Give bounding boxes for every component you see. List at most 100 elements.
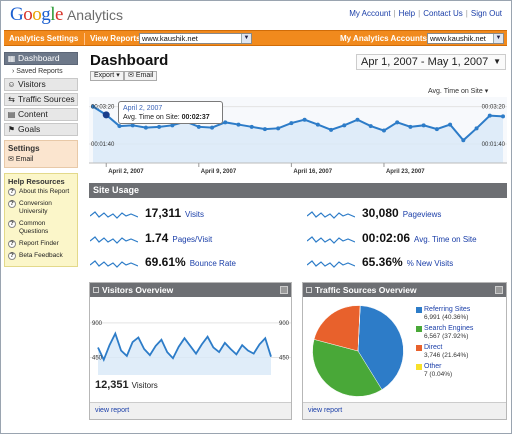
panel-header: Visitors Overview [90,283,291,297]
accounts-label: My Analytics Accounts: [340,34,430,43]
tooltip-value: 00:02:37 [181,114,210,121]
stat-label[interactable]: Pages/Visit [172,235,213,244]
chart-point [421,123,426,128]
chart-point [223,120,228,125]
chart-point [143,125,148,130]
contact-us-link[interactable]: Contact Us [423,9,463,18]
grid-icon: ▦ [7,54,16,63]
saved-reports-link[interactable]: › Saved Reports [12,68,63,75]
logo-product: Analytics [66,7,123,23]
chart-point [355,117,360,122]
question-icon: ? [8,252,16,260]
pie-slice [357,305,361,352]
email-button[interactable]: ✉ Email [124,71,158,81]
main-line-chart[interactable]: 00:03:20 00:03:20 00:01:40 00:01:40 April 2,… [89,97,507,176]
chart-point [381,128,386,133]
sidebar-item-content[interactable]: ▤ Content [4,108,78,121]
help-item-conversion-university[interactable]: ? Conversion University [8,200,74,216]
y-tick-label: 00:03:20 [91,105,115,111]
view-reports-select[interactable]: www.kaushik.net ▼ [139,33,252,44]
view-reports-label: View Reports: [90,34,144,43]
chart-point [408,124,413,129]
site-usage-header: Site Usage [89,183,507,198]
chart-point [448,122,453,127]
drag-handle-icon[interactable] [306,287,312,293]
pie-slice [312,339,383,397]
stat-label[interactable]: % New Visits [406,259,454,268]
chart-point [249,124,254,129]
pie-slice [357,305,404,390]
accounts-select[interactable]: www.kaushik.net ▼ [427,33,504,44]
help-item-beta-feedback[interactable]: ? Beta Feedback [8,252,74,260]
stat-label[interactable]: Visits [185,210,205,219]
pie-slice [313,305,361,352]
close-icon[interactable] [495,286,503,294]
legend-item[interactable]: Direct 3,746 (21.64%) [416,344,473,360]
y-tick-label: 00:01:40 [482,142,506,148]
question-icon: ? [8,200,16,208]
chart-point [342,123,347,128]
export-button[interactable]: Export ▾ [90,71,124,81]
chart-tooltip: April 2, 2007 Avg. Time on Site: 00:02:3… [118,101,223,124]
analytics-settings-link[interactable]: Analytics Settings [9,34,79,43]
legend-swatch [416,326,422,332]
visitors-line-chart[interactable]: 900 900 450 450 [90,315,291,375]
sidebar-item-goals[interactable]: ⚑ Goals [4,123,78,136]
y-tick-label: 900 [92,321,103,327]
help-item-common-questions[interactable]: ? Common Questions [8,220,74,236]
legend-item[interactable]: Search Engines 6,567 (37.92%) [416,325,473,341]
google-analytics-logo[interactable]: Google Analytics [10,4,123,25]
help-item-report-finder[interactable]: ? Report Finder [8,240,74,248]
help-item-about[interactable]: ? About this Report [8,188,74,196]
chart-point [289,121,294,126]
legend-item[interactable]: Referring Sites 6,991 (40.36%) [416,306,473,322]
chart-point [236,122,241,127]
help-title: Help Resources [8,177,65,186]
sidebar-item-traffic-sources[interactable]: ⇆ Traffic Sources [4,93,78,106]
legend-item[interactable]: Other 7 (0.04%) [416,363,473,379]
chevron-down-icon: ▼ [241,34,251,43]
sparkline [307,236,355,244]
chart-point [170,123,175,128]
stat-label[interactable]: Pageviews [402,210,442,219]
visitors-overview-panel: Visitors Overview 900 900 450 450 12,351 Vis… [89,282,292,420]
chart-point [501,114,505,119]
legend-swatch [416,364,422,370]
traffic-pie-chart[interactable] [308,301,408,401]
chart-point [474,126,479,131]
chart-point [395,120,400,125]
traffic-sources-panel: Traffic Sources Overview Referring Sites… [302,282,507,420]
envelope-icon: ✉ [8,156,14,163]
stat-label[interactable]: Bounce Rate [189,259,236,268]
sparkline [307,211,355,219]
close-icon[interactable] [280,286,288,294]
y-tick-label: 450 [92,355,103,361]
chart-point [487,113,492,118]
chevron-down-icon: ▾ [116,72,120,79]
traffic-view-report-link[interactable]: view report [303,402,506,419]
top-links: My Account | Help | Contact Us | Sign Out [349,9,502,18]
sign-out-link[interactable]: Sign Out [470,9,502,18]
sidebar-item-dashboard[interactable]: ▦ Dashboard [4,52,78,65]
pie-legend: Referring Sites 6,991 (40.36%) Search Engi… [416,306,473,382]
help-link[interactable]: Help [398,9,416,18]
date-range-picker[interactable]: Apr 1, 2007 - May 1, 2007 ▼ [356,54,506,70]
drag-handle-icon[interactable] [93,287,99,293]
chart-point [262,127,267,132]
visitors-view-report-link[interactable]: view report [90,402,291,419]
sidebar: ▦ Dashboard › Saved Reports ☺ Visitors ⇆ Tr… [4,52,78,267]
sidebar-item-visitors[interactable]: ☺ Visitors [4,78,78,91]
stat-label[interactable]: Avg. Time on Site [414,235,477,244]
chevron-down-icon: ▾ [484,88,489,95]
person-icon: ☺ [7,80,16,89]
envelope-icon: ✉ [128,72,134,79]
sparkline [90,236,138,244]
page-icon: ▤ [7,110,16,119]
y-tick-label: 900 [279,321,290,327]
my-account-link[interactable]: My Account [349,9,391,18]
settings-email-link[interactable]: ✉ Email [8,156,34,163]
chart-point [302,117,307,122]
chart-point [461,138,466,143]
metric-selector[interactable]: Avg. Time on Site ▾ [428,88,489,95]
legend-swatch [416,307,422,313]
